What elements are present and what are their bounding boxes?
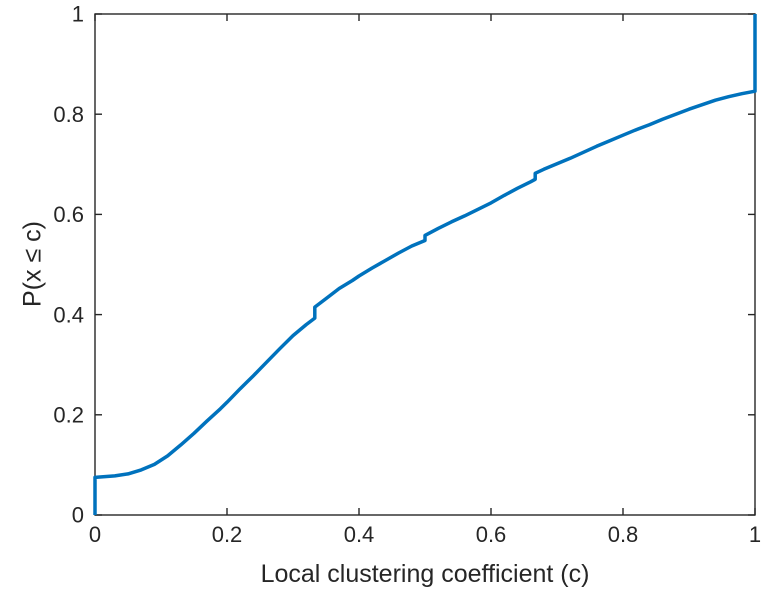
- x-tick-label: 0.8: [608, 522, 639, 547]
- x-tick-label: 0.4: [344, 522, 375, 547]
- x-tick-label: 0.2: [212, 522, 243, 547]
- y-tick-label: 0.8: [53, 102, 84, 127]
- y-tick-label: 0.2: [53, 403, 84, 428]
- y-tick-label: 1: [72, 2, 84, 27]
- x-axis-label: Local clustering coefficient (c): [260, 560, 590, 588]
- y-tick-label: 0.6: [53, 202, 84, 227]
- x-tick-label: 0: [89, 522, 101, 547]
- cdf-line: [93, 14, 757, 515]
- y-tick-label: 0.4: [53, 302, 84, 327]
- y-tick-label: 0: [72, 503, 84, 528]
- y-axis-label: P(x ≤ c): [18, 221, 47, 307]
- plot-border: [94, 13, 756, 516]
- x-tick-label: 0.6: [476, 522, 507, 547]
- x-tick-label: 1: [749, 522, 761, 547]
